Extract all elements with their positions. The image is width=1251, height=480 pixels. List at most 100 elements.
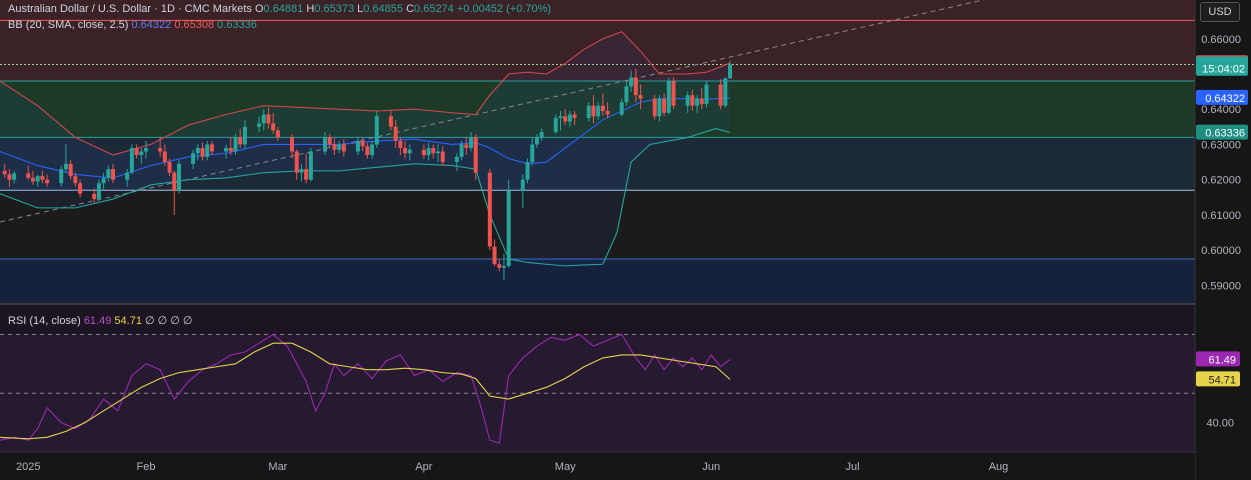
- time-tick-label: Jul: [845, 461, 859, 473]
- candle-body: [605, 110, 610, 115]
- candle-body: [492, 246, 497, 265]
- price-label-text: 15:04:02: [1202, 64, 1245, 76]
- rsi-label-text: 54.71: [1208, 374, 1236, 386]
- candle-body: [591, 105, 596, 117]
- candle: [167, 158, 172, 177]
- candle: [290, 133, 295, 159]
- candle: [40, 170, 45, 184]
- candle-body: [40, 176, 45, 180]
- candle: [469, 132, 473, 152]
- price-label-text: 0.63336: [1205, 128, 1245, 140]
- price-label-bg: [1196, 60, 1248, 76]
- high-label: H: [306, 3, 315, 15]
- price-zone-3: [0, 190, 1195, 259]
- candle: [257, 116, 262, 133]
- candle-body: [261, 114, 266, 124]
- currency-button[interactable]: USD: [1200, 2, 1240, 22]
- candle: [242, 119, 247, 148]
- candle: [431, 144, 436, 159]
- candle-body: [553, 118, 558, 133]
- candle: [228, 137, 233, 156]
- candle: [92, 188, 97, 203]
- candle: [200, 142, 205, 161]
- candle: [520, 174, 525, 208]
- candle-body: [134, 147, 139, 156]
- candle: [96, 179, 101, 201]
- candle: [144, 140, 149, 159]
- candle-body: [558, 116, 563, 119]
- candle: [591, 95, 596, 124]
- bb-upper-line: [0, 31, 731, 156]
- candle-body: [78, 183, 83, 194]
- candle: [63, 144, 68, 173]
- rsi-extras: ∅ ∅ ∅ ∅: [145, 315, 193, 327]
- candle: [407, 144, 412, 161]
- price-label-text: 0.64322: [1205, 93, 1245, 105]
- candle: [657, 95, 662, 122]
- price-tick-label: 0.64000: [1201, 104, 1241, 116]
- rsi-label-tag: 61.49: [1196, 351, 1240, 367]
- time-tick-label: Aug: [989, 461, 1009, 473]
- bb-label: BB (20, SMA, close, 2.5): [8, 19, 129, 31]
- candle: [365, 142, 370, 159]
- candle: [275, 126, 280, 141]
- candle-body: [167, 162, 172, 173]
- candle: [139, 147, 144, 164]
- symbol-legend[interactable]: Australian Dollar / U.S. Dollar · 1D · C…: [8, 3, 551, 15]
- time-tick-label: 2025: [16, 461, 40, 473]
- axis-bg: [1195, 0, 1251, 480]
- horizontal-lines: [0, 19, 1195, 260]
- candle: [393, 119, 398, 148]
- candle-body: [704, 84, 709, 104]
- candle: [224, 144, 229, 159]
- time-axis-bg: [0, 452, 1195, 480]
- candle-body: [374, 116, 379, 145]
- candle-body: [12, 173, 17, 180]
- candle: [370, 140, 375, 159]
- candle-body: [459, 144, 464, 157]
- candle-body: [723, 78, 728, 106]
- candle: [209, 140, 214, 156]
- candle: [695, 95, 700, 113]
- price-tick-label: 0.63000: [1201, 139, 1241, 151]
- candle-body: [506, 190, 511, 267]
- candle-body: [322, 137, 327, 152]
- candle: [629, 70, 634, 92]
- candle-body: [195, 147, 200, 154]
- rsi-legend[interactable]: RSI (14, close) 61.49 54.71 ∅ ∅ ∅ ∅: [8, 314, 193, 327]
- candle-body: [63, 163, 68, 170]
- candle-body: [633, 77, 638, 96]
- candle: [586, 102, 591, 122]
- bb-legend[interactable]: BB (20, SMA, close, 2.5) 0.64322 0.65308…: [8, 19, 257, 31]
- bb-lower-value: 0.63336: [217, 19, 257, 31]
- rsi-label-bg: [1196, 371, 1240, 387]
- time-tick-label: Apr: [415, 461, 432, 473]
- time-tick-label: May: [555, 461, 576, 473]
- candle: [308, 147, 313, 182]
- symbol-title: Australian Dollar / U.S. Dollar · 1D · C…: [8, 3, 252, 15]
- candle-body: [144, 147, 149, 152]
- candle: [304, 153, 309, 184]
- candle-body: [699, 98, 704, 104]
- candle-body: [200, 147, 205, 157]
- candle-body: [487, 172, 492, 247]
- candle-body: [294, 151, 299, 173]
- candle: [497, 258, 502, 272]
- candle-body: [473, 137, 478, 173]
- close-value: 0.65274: [414, 3, 454, 15]
- candle-body: [2, 170, 7, 175]
- candle: [12, 170, 17, 184]
- candle-body: [567, 114, 572, 122]
- candle: [403, 140, 408, 159]
- candle-body: [224, 147, 229, 152]
- rsi-label-text: 61.49: [1208, 354, 1236, 366]
- rsi-pane-bg: [0, 305, 1195, 452]
- candle-body: [106, 169, 111, 178]
- rsi-ma-line: [0, 342, 731, 440]
- candle: [68, 160, 73, 180]
- rsi-ma-value: 54.71: [114, 315, 142, 327]
- candle-body: [290, 137, 295, 152]
- close-label: C: [406, 3, 415, 15]
- price-label-bg: [1196, 89, 1248, 105]
